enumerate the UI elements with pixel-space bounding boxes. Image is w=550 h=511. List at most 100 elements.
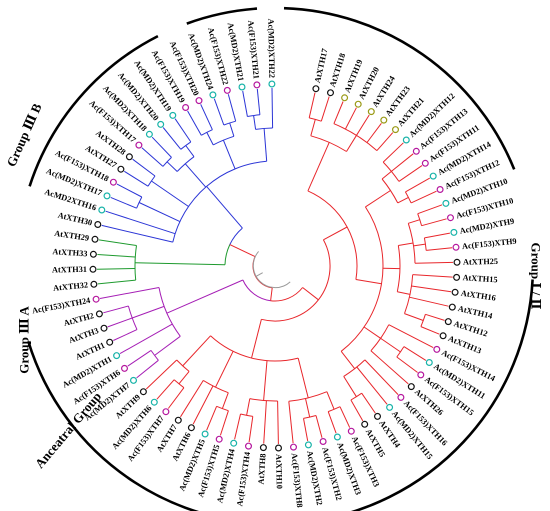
leaf-marker <box>90 280 98 288</box>
tree-branch <box>99 287 160 299</box>
tree-branch <box>320 96 330 122</box>
leaf-marker <box>367 108 375 116</box>
tree-branch <box>339 406 351 428</box>
tree-branch <box>242 279 271 302</box>
leaf-marker <box>182 103 190 111</box>
tree-branch <box>370 324 390 352</box>
tree-branch <box>405 177 431 193</box>
tree-branch <box>255 272 263 278</box>
tree-branch <box>277 400 279 445</box>
tree-branch <box>185 145 195 157</box>
leaf-marker <box>380 116 388 124</box>
leaf-marker <box>361 420 369 428</box>
leaf-label: AtXTH15 <box>462 273 498 284</box>
tree-branch <box>151 180 189 207</box>
leaf-marker <box>130 376 138 384</box>
leaf-marker <box>98 206 106 214</box>
tree-branch <box>404 313 424 321</box>
leaf-marker <box>201 430 209 438</box>
tree-branch <box>216 405 229 412</box>
tree-branch <box>96 268 136 270</box>
tree-branch <box>229 122 235 137</box>
leaf-marker <box>95 310 103 318</box>
tree-branch <box>124 170 149 187</box>
tree-branch <box>223 120 236 126</box>
leaf-label: AtXTH12 <box>453 319 489 338</box>
tree-branch <box>297 357 309 399</box>
tree-branch <box>222 140 236 170</box>
leaf-marker <box>290 443 298 451</box>
leaf-marker <box>157 120 165 128</box>
tree-branch <box>174 118 192 143</box>
tree-branch <box>201 129 213 136</box>
tree-branch <box>263 400 267 444</box>
tree-branch <box>270 287 303 302</box>
leaf-marker <box>447 214 455 222</box>
leaf-label: AtXTH25 <box>463 257 498 267</box>
leaf-label: AtXTH14 <box>457 304 493 321</box>
leaf-marker <box>89 265 97 273</box>
tree-branch <box>206 186 243 229</box>
tree-branch <box>246 398 251 416</box>
group-label: Group Ⅲ A <box>17 306 32 374</box>
tree-branch <box>256 88 261 115</box>
leaf-marker <box>341 94 349 102</box>
leaf-marker <box>103 192 111 200</box>
leaf-label: AtXTH30 <box>57 211 93 228</box>
leaf-marker <box>253 81 261 89</box>
tree-branch <box>271 87 274 129</box>
tree-branch <box>398 165 423 182</box>
leaf-marker <box>275 444 283 452</box>
tree-branch <box>307 142 330 192</box>
tree-branch <box>212 135 235 146</box>
tree-branch <box>105 210 176 235</box>
leaf-marker <box>169 111 177 119</box>
tree-branch <box>206 406 218 431</box>
tree-branch <box>413 243 426 247</box>
leaf-marker <box>425 359 433 367</box>
leaf-marker <box>223 86 231 94</box>
tree-branch <box>206 132 214 146</box>
tree-branch <box>180 380 204 418</box>
tree-branch <box>249 398 278 402</box>
tree-branch <box>192 385 214 425</box>
leaf-label: AtXTH18 <box>328 52 347 88</box>
tree-branch <box>253 115 257 130</box>
tree-branch <box>356 366 388 405</box>
tree-branch <box>103 305 129 314</box>
tree-branch <box>365 190 391 208</box>
tree-branch <box>113 329 138 341</box>
tree-branch <box>412 274 453 278</box>
leaf-label: AtXTH32 <box>53 280 89 292</box>
tree-branch <box>219 410 229 436</box>
tree-branch <box>178 371 190 385</box>
leaf-label: Ac(F153)XTH9 <box>462 237 517 252</box>
tree-branch <box>227 94 237 122</box>
leaf-label: Ac(MD2)XTH9 <box>459 217 515 236</box>
leaf-marker <box>374 412 382 420</box>
tree-branch <box>403 346 427 361</box>
tree-branch <box>315 415 323 438</box>
tree-branches <box>96 87 454 445</box>
group-arc <box>283 6 516 170</box>
leaf-markers <box>89 80 461 452</box>
tree-branch <box>397 291 411 295</box>
tree-branch <box>221 392 229 409</box>
leaf-marker <box>429 172 437 180</box>
leaf-marker <box>89 250 97 258</box>
tree-branch <box>203 379 229 394</box>
tree-branch <box>150 350 159 361</box>
tree-branch <box>229 244 256 258</box>
leaf-marker <box>319 438 327 446</box>
leaf-label: AtXTH3 <box>68 326 100 345</box>
tree-branch <box>263 128 268 162</box>
leaf-marker <box>333 433 341 441</box>
tree-branch <box>141 147 164 167</box>
tree-branch <box>184 163 207 188</box>
group-arcs <box>27 6 534 511</box>
leaf-marker <box>453 273 461 281</box>
tree-branch <box>382 161 400 182</box>
leaf-marker <box>145 130 153 138</box>
tree-branch <box>380 337 401 353</box>
